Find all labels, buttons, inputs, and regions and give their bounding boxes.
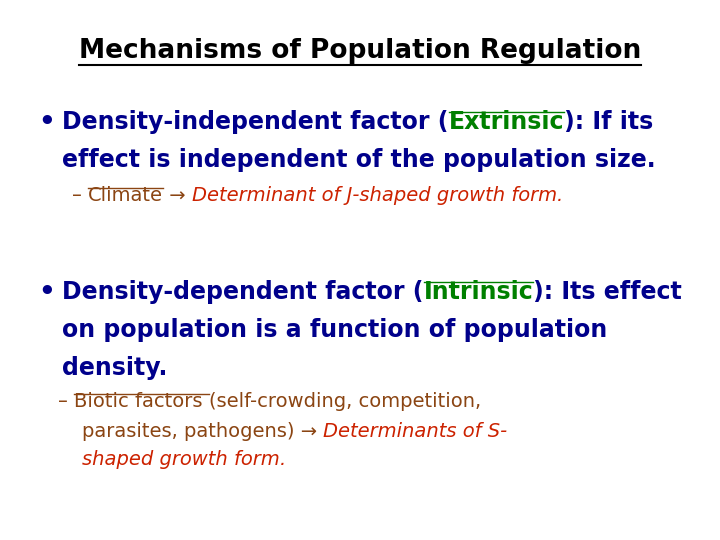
Text: •: • (38, 110, 55, 136)
Text: Density-dependent factor (: Density-dependent factor ( (62, 280, 423, 304)
Text: effect is independent of the population size.: effect is independent of the population … (62, 148, 656, 172)
Text: ): If its: ): If its (564, 110, 653, 134)
Text: ): Its effect: ): Its effect (534, 280, 682, 304)
Text: Biotic factors: Biotic factors (74, 392, 209, 411)
Text: Determinants of S-: Determinants of S- (323, 422, 508, 441)
Text: –: – (58, 392, 74, 411)
Text: density.: density. (62, 356, 167, 380)
Text: Climate: Climate (88, 186, 163, 205)
Text: (self-crowding, competition,: (self-crowding, competition, (209, 392, 481, 411)
Text: shaped growth form: shaped growth form (82, 450, 280, 469)
Text: Density-independent factor (: Density-independent factor ( (62, 110, 449, 134)
Text: –: – (72, 186, 88, 205)
Text: .: . (557, 186, 563, 205)
Text: Mechanisms of Population Regulation: Mechanisms of Population Regulation (79, 38, 641, 64)
Text: Determinant of J-shaped growth form: Determinant of J-shaped growth form (192, 186, 557, 205)
Text: .: . (280, 450, 286, 469)
Text: Extrinsic: Extrinsic (449, 110, 564, 134)
Text: Intrinsic: Intrinsic (423, 280, 534, 304)
Text: →: → (163, 186, 192, 205)
Text: •: • (38, 280, 55, 306)
Text: parasites, pathogens) →: parasites, pathogens) → (82, 422, 323, 441)
Text: on population is a function of population: on population is a function of populatio… (62, 318, 607, 342)
